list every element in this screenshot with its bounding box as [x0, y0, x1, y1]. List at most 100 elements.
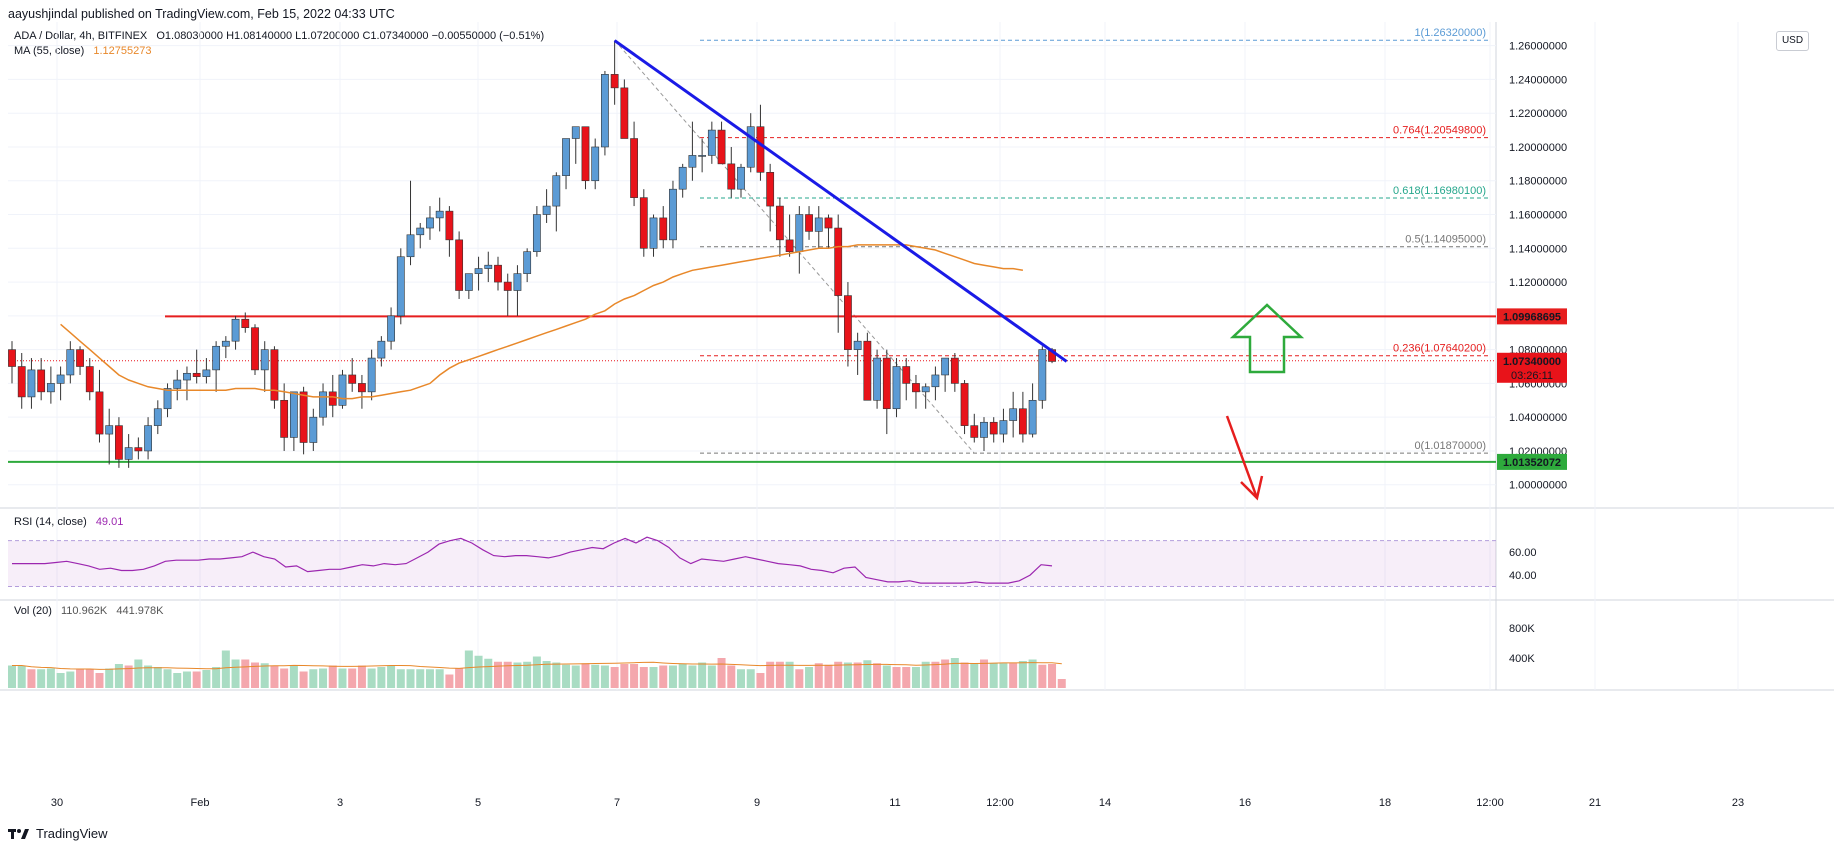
- volume-bar: [464, 650, 473, 688]
- volume-bar: [212, 667, 221, 688]
- fib-level-label: 0.236(1.07640200): [1393, 343, 1486, 355]
- current-price-tag-countdown: 03:26:11: [1511, 370, 1553, 382]
- candle-body: [571, 126, 580, 139]
- volume-bar: [319, 668, 328, 688]
- candle: [688, 121, 697, 181]
- ma-label[interactable]: MA (55, close): [14, 45, 85, 57]
- volume-bar: [1018, 661, 1027, 688]
- candle-body: [231, 318, 240, 342]
- candle-body: [464, 273, 473, 291]
- time-tick-label: 3: [337, 797, 343, 809]
- resistance-price-tag-bg: [1497, 308, 1567, 325]
- candle: [445, 206, 454, 257]
- volume-bar: [46, 668, 55, 688]
- fib-level-label: 0(1.01870000): [1414, 440, 1486, 452]
- candle: [630, 121, 638, 207]
- candle: [844, 282, 852, 367]
- volume-label[interactable]: Vol (20): [14, 605, 52, 617]
- candle-body: [698, 155, 707, 157]
- candle-body: [824, 217, 833, 229]
- candle-body: [562, 138, 570, 176]
- time-tick-label: 30: [51, 797, 63, 809]
- candle: [37, 358, 46, 401]
- candle-body: [834, 227, 843, 296]
- volume-bar: [542, 661, 551, 688]
- candle: [795, 206, 804, 274]
- volume-bar: [396, 669, 405, 688]
- candle: [571, 126, 580, 164]
- candle: [309, 408, 318, 451]
- candle-body: [319, 391, 327, 418]
- volume-bar: [620, 664, 629, 688]
- candle-body: [299, 391, 308, 443]
- volume-bar: [892, 667, 901, 688]
- currency-button[interactable]: USD: [1776, 31, 1809, 51]
- candle: [678, 163, 687, 198]
- candle: [814, 206, 823, 249]
- candle: [620, 79, 629, 139]
- red-down-arrowhead-icon: [1240, 475, 1264, 501]
- candle: [56, 366, 65, 401]
- red-down-arrow-icon: [1225, 415, 1259, 499]
- candle: [153, 400, 162, 435]
- volume-bar: [960, 662, 969, 688]
- candle: [669, 180, 677, 249]
- volume-bar: [95, 673, 104, 688]
- candle-body: [377, 340, 386, 359]
- volume-bar: [338, 668, 347, 688]
- candle: [455, 231, 464, 299]
- candle-body: [950, 357, 959, 384]
- volume-bar: [260, 663, 269, 688]
- volume-bar: [1009, 663, 1018, 688]
- volume-bar: [513, 662, 522, 688]
- volume-bar: [124, 665, 133, 688]
- candle-body: [367, 357, 376, 393]
- current-price-tag: 1.07340000: [1503, 356, 1561, 368]
- candle: [27, 358, 36, 409]
- candle-body: [474, 268, 483, 274]
- candle-body: [221, 340, 230, 347]
- candle: [707, 121, 716, 164]
- volume-bar: [668, 665, 677, 688]
- candle: [659, 206, 668, 249]
- candle: [85, 358, 94, 401]
- candle-body: [785, 239, 794, 252]
- volume-legend: Vol (20) 110.962K 441.978K: [14, 605, 169, 617]
- rsi-label[interactable]: RSI (14, close): [14, 516, 87, 528]
- volume-bar: [367, 668, 376, 688]
- candle-body: [882, 357, 891, 410]
- candle-body: [76, 349, 84, 367]
- volume-bar: [144, 665, 153, 688]
- candle: [785, 214, 794, 257]
- candle: [348, 358, 357, 392]
- symbol-title[interactable]: ADA / Dollar, 4h, BITFINEX: [14, 30, 148, 42]
- candle: [562, 138, 570, 190]
- volume-bar: [182, 671, 191, 688]
- candle-body: [989, 421, 998, 435]
- candle: [426, 206, 434, 240]
- candle: [552, 172, 561, 232]
- candle-body: [873, 357, 881, 401]
- volume-bar: [562, 664, 571, 688]
- volume-bar: [299, 671, 308, 688]
- candle: [853, 332, 862, 375]
- price-tick-label: 1.20000000: [1509, 142, 1567, 154]
- volume-tick-label: 800K: [1509, 623, 1535, 635]
- volume-bar: [357, 665, 366, 688]
- descending-trendline: [613, 39, 1068, 363]
- candle-body: [251, 327, 259, 371]
- volume-tick-label: 400K: [1509, 653, 1535, 665]
- candle: [95, 369, 104, 443]
- candle: [124, 434, 133, 468]
- candle: [717, 121, 726, 165]
- candle: [464, 273, 473, 299]
- candle-body: [1009, 408, 1018, 421]
- candle-body: [105, 425, 114, 435]
- publisher-header: aayushjindal published on TradingView.co…: [8, 7, 395, 21]
- candle-body: [56, 374, 65, 384]
- volume-bar: [571, 665, 580, 688]
- candle-body: [863, 340, 872, 401]
- volume-bar: [639, 667, 648, 688]
- candle: [474, 256, 483, 291]
